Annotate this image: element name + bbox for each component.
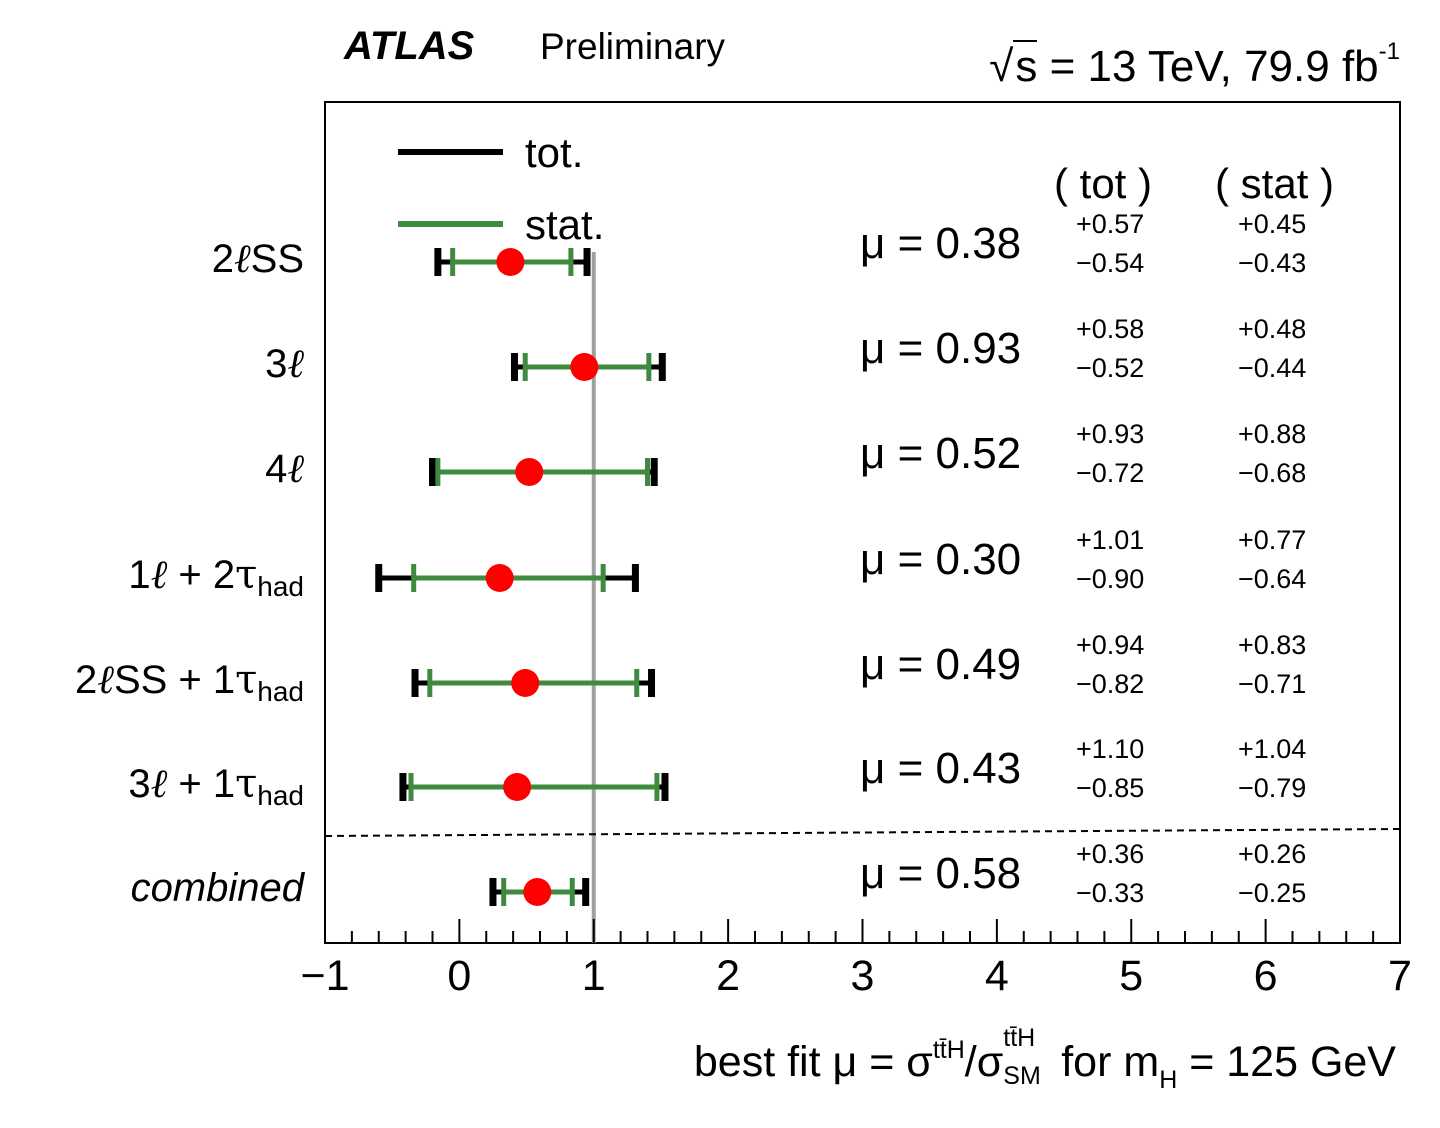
mu-value: μ = 0.52 xyxy=(860,429,1022,478)
category-label: combined xyxy=(130,866,304,910)
category-label: 1ℓ + 2τhad xyxy=(128,552,304,602)
tot-error-down: −0.52 xyxy=(1076,353,1145,383)
x-tick-label: 1 xyxy=(582,952,606,1000)
best-fit-point xyxy=(496,248,525,276)
stat-error-up: +0.77 xyxy=(1238,525,1307,555)
mu-value: μ = 0.93 xyxy=(860,324,1022,373)
stat-error-up: +1.04 xyxy=(1238,734,1307,764)
tot-error-down: −0.85 xyxy=(1076,773,1145,803)
lepton-symbol: ℓ xyxy=(233,236,251,282)
tot-error-up: +0.36 xyxy=(1076,839,1145,869)
lepton-symbol: ℓ xyxy=(150,552,168,598)
legend-label-stat: stat. xyxy=(525,201,604,248)
lepton-symbol: ℓ xyxy=(287,446,304,492)
lepton-symbol: ℓ xyxy=(97,657,114,703)
tot-error-down: −0.82 xyxy=(1076,669,1145,699)
tot-error-up: +0.93 xyxy=(1076,419,1145,449)
column-header-tot: ( tot ) xyxy=(1054,160,1153,207)
lepton-symbol: ℓ xyxy=(287,341,304,387)
stat-error-up: +0.83 xyxy=(1238,630,1307,660)
best-fit-point xyxy=(515,458,544,486)
best-fit-point xyxy=(570,353,599,381)
lepton-symbol: ℓ xyxy=(150,761,168,807)
category-label: 3ℓ xyxy=(265,341,304,387)
best-fit-point xyxy=(511,669,540,697)
x-tick-label: 7 xyxy=(1388,952,1412,1000)
x-tick-label: 0 xyxy=(447,952,471,1000)
mu-value: μ = 0.43 xyxy=(860,744,1022,793)
tot-error-down: −0.72 xyxy=(1076,458,1145,488)
tot-error-down: −0.90 xyxy=(1076,564,1145,594)
column-header-stat: ( stat ) xyxy=(1215,160,1335,207)
x-tick-label: 6 xyxy=(1254,952,1278,1000)
tot-error-up: +1.01 xyxy=(1076,525,1145,555)
x-tick-label: 5 xyxy=(1119,952,1143,1000)
stat-error-down: −0.68 xyxy=(1238,458,1307,488)
stat-error-down: −0.71 xyxy=(1238,669,1307,699)
x-tick-label: 3 xyxy=(851,952,875,1000)
stat-error-up: +0.26 xyxy=(1238,839,1307,869)
atlas-label: ATLAS xyxy=(344,24,475,68)
stat-error-down: −0.44 xyxy=(1238,353,1307,383)
stat-error-up: +0.88 xyxy=(1238,419,1307,449)
energy-lumi-label: √s = 13 TeV, 79.9 fb-1 xyxy=(989,38,1400,91)
best-fit-point xyxy=(523,878,552,906)
stat-error-down: −0.25 xyxy=(1238,878,1307,908)
x-axis-label: best fit μ = σtt̄H/σ tt̄H SM for mH = 125 … xyxy=(693,1024,1396,1094)
mu-value: μ = 0.49 xyxy=(860,640,1022,689)
legend-label-tot: tot. xyxy=(525,129,583,176)
tot-error-up: +1.10 xyxy=(1076,734,1145,764)
mu-value: μ = 0.38 xyxy=(860,219,1022,268)
category-label: 3ℓ + 1τhad xyxy=(128,761,304,811)
stat-error-up: +0.45 xyxy=(1238,209,1307,239)
tot-error-up: +0.58 xyxy=(1076,314,1145,344)
best-fit-point xyxy=(485,564,514,592)
tot-error-down: −0.33 xyxy=(1076,878,1145,908)
category-label: 2ℓSS xyxy=(211,236,304,282)
stat-error-down: −0.64 xyxy=(1238,564,1307,594)
x-tick-label: 2 xyxy=(716,952,740,1000)
tot-error-up: +0.57 xyxy=(1076,209,1145,239)
stat-error-down: −0.79 xyxy=(1238,773,1307,803)
mu-value: μ = 0.58 xyxy=(860,849,1022,898)
category-label: 4ℓ xyxy=(265,446,304,492)
best-fit-point xyxy=(503,773,532,801)
category-label: 2ℓSS + 1τhad xyxy=(75,657,304,707)
tot-error-up: +0.94 xyxy=(1076,630,1145,660)
tot-error-down: −0.54 xyxy=(1076,248,1145,278)
stat-error-down: −0.43 xyxy=(1238,248,1307,278)
preliminary-label: Preliminary xyxy=(540,26,726,67)
x-tick-label: 4 xyxy=(985,952,1009,1000)
mu-value: μ = 0.30 xyxy=(860,535,1022,584)
x-tick-label: −1 xyxy=(300,952,349,1000)
stat-error-up: +0.48 xyxy=(1238,314,1307,344)
